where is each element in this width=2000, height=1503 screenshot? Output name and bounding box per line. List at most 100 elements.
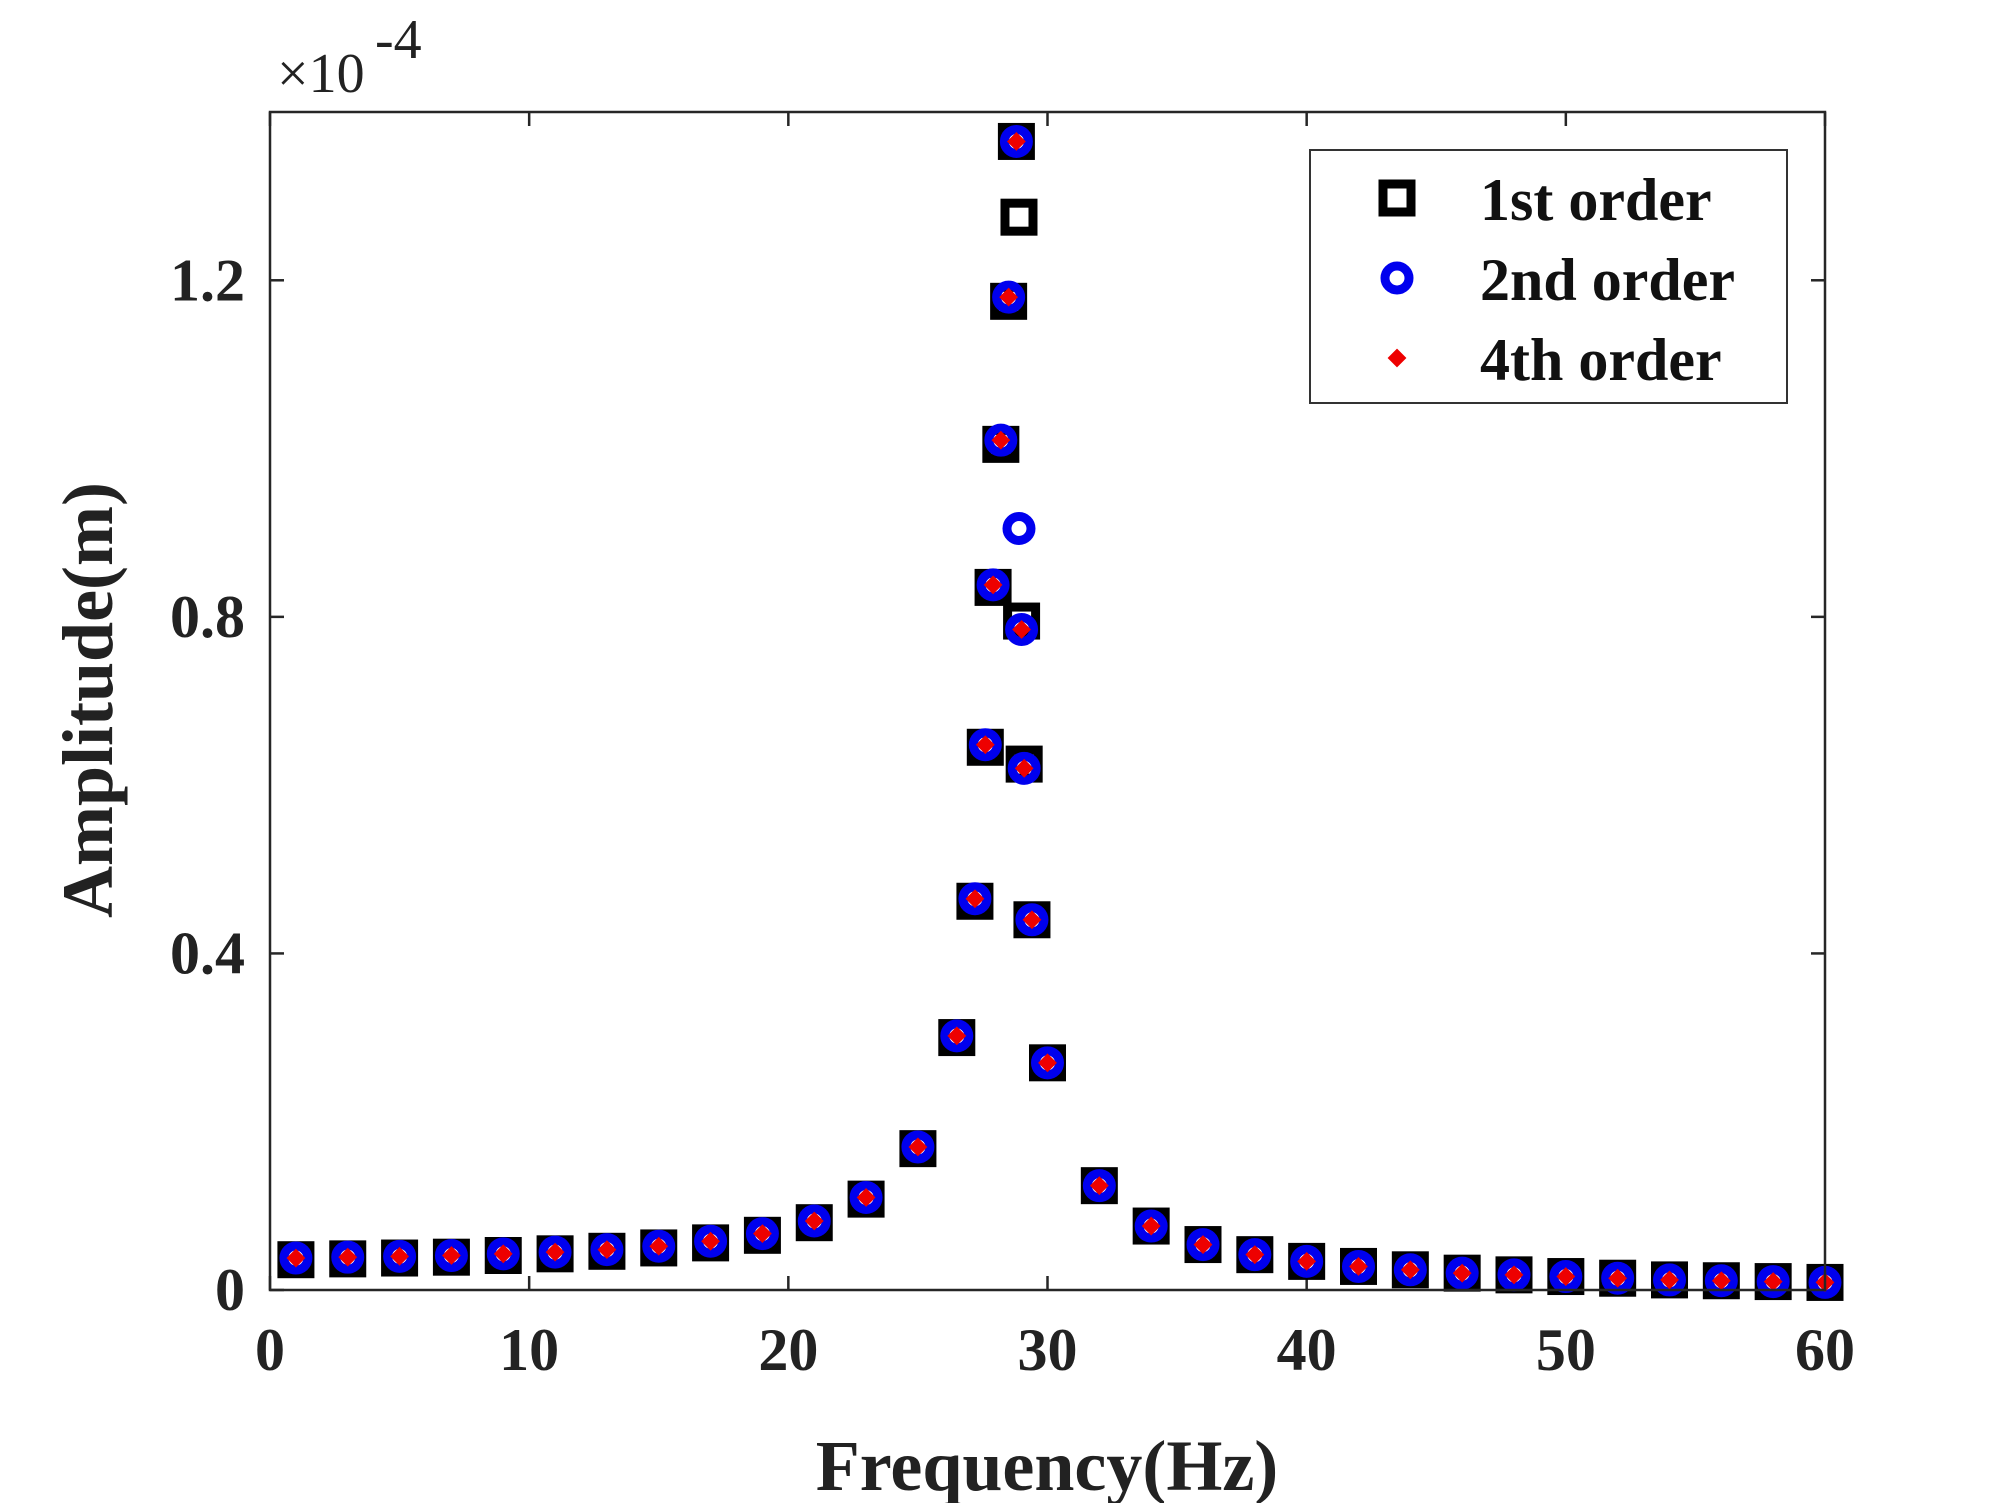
point-s2-32 [1445,1256,1479,1290]
point-s2-12 [901,1130,935,1164]
point-s3-12 [908,1137,928,1157]
point-s2-38 [1756,1265,1790,1299]
tick-labels: 0 10 20 30 40 50 60 0 0.4 0.8 1.2 [170,247,1855,1383]
point-s2-3 [434,1239,468,1273]
point-s3-26 [1193,1235,1213,1254]
x-tick-label-6: 60 [1795,1317,1855,1383]
legend-marker-2 [1380,261,1414,295]
point-s3-25 [1141,1216,1161,1236]
point-s2-22 [1007,751,1041,785]
legend-marker-1 [1378,179,1416,217]
x-axis-label: Frequency(Hz) [816,1426,1279,1503]
point-s2-29 [1290,1244,1324,1278]
point-s2-11 [849,1180,883,1214]
point-s3-13 [947,1026,967,1046]
point-s2-23 [1015,903,1049,937]
point-s3-29 [1349,1257,1368,1276]
x-tick-label-4: 40 [1277,1317,1337,1383]
point-s3-16 [983,575,1003,595]
point-s3-24 [1089,1176,1109,1196]
point-s3-11 [856,1188,876,1207]
x-tick-label-5: 50 [1536,1317,1596,1383]
x-tick-label-0: 0 [255,1317,285,1383]
point-s2-30 [1342,1249,1375,1283]
point-s2-25 [1082,1169,1116,1203]
point-s2-10 [797,1204,831,1238]
point-s3-18 [999,287,1019,307]
point-s2-5 [538,1235,572,1269]
point-s3-28 [1297,1251,1317,1271]
y-tick-label-3: 1.2 [170,247,245,313]
legend-marker-3 [1387,348,1407,368]
point-s3-33 [1556,1267,1576,1286]
point-s3-36 [1711,1271,1731,1291]
point-s3-23 [1038,1053,1057,1073]
point-s3-32 [1504,1265,1524,1285]
point-s3-10 [804,1211,824,1231]
point-s2-34 [1549,1260,1583,1294]
point-s2-1 [331,1240,365,1274]
point-s2-13 [940,1019,974,1053]
point-s3-17 [991,430,1011,450]
y-axis-label: Amplitude(m) [48,482,128,918]
point-s3-34 [1608,1268,1628,1288]
point-s2-9 [745,1217,779,1251]
point-s3-0 [286,1248,306,1268]
point-s3-19 [1006,132,1026,151]
point-s3-2 [390,1246,409,1266]
point-s3-20 [1012,620,1031,639]
x-tick-label-1: 10 [499,1317,559,1383]
point-s3-22 [1022,910,1042,930]
point-s2-24 [1031,1046,1064,1080]
point-s3-6 [597,1240,617,1260]
legend-label-3: 4th order [1480,327,1722,393]
x-tick-label-3: 30 [1018,1317,1078,1383]
point-s2-20 [1002,512,1036,546]
point-s2-6 [590,1233,624,1267]
point-s2-33 [1497,1258,1531,1292]
point-s3-31 [1452,1263,1472,1283]
point-s2-19 [999,124,1033,158]
point-s2-28 [1238,1238,1272,1272]
point-s2-17 [984,423,1018,457]
legend-label-2: 2nd order [1480,247,1735,313]
series-3 [286,132,1835,1292]
point-s3-7 [649,1236,669,1256]
point-s3-9 [753,1224,772,1244]
point-s3-1 [338,1247,358,1267]
y-multiplier-exponent: -4 [375,9,422,71]
point-s3-15 [975,735,995,755]
point-s3-14 [965,889,985,909]
y-multiplier: ×10 [277,43,365,105]
point-s3-21 [1014,758,1034,778]
point-s2-4 [486,1237,520,1271]
point-s3-30 [1400,1260,1420,1280]
y-tick-label-0: 0 [215,1257,245,1323]
point-s2-21 [1005,612,1039,646]
point-s1-20 [1000,198,1038,236]
point-s2-14 [958,882,992,916]
point-s2-8 [694,1224,728,1258]
legend-label-1: 1st order [1480,167,1712,233]
point-s2-26 [1134,1209,1168,1243]
point-s3-35 [1660,1270,1679,1290]
point-s3-4 [493,1244,513,1264]
point-s2-7 [642,1229,676,1263]
point-s2-37 [1704,1264,1738,1298]
series-2 [279,124,1842,1299]
point-s2-31 [1393,1253,1427,1287]
point-s2-2 [383,1239,417,1273]
y-tick-label-2: 0.8 [170,584,245,650]
legend: 1st order 2nd order 4th order [1309,149,1788,404]
point-s2-18 [992,280,1026,314]
x-tick-label-2: 20 [758,1317,818,1383]
point-s3-3 [442,1246,461,1265]
point-s2-16 [976,568,1010,602]
plot-frame [268,110,1827,1292]
y-tick-label-1: 0.4 [170,920,245,986]
point-s3-27 [1245,1245,1265,1265]
point-s2-36 [1653,1263,1686,1297]
point-s2-27 [1186,1228,1220,1262]
point-s3-8 [701,1231,720,1251]
